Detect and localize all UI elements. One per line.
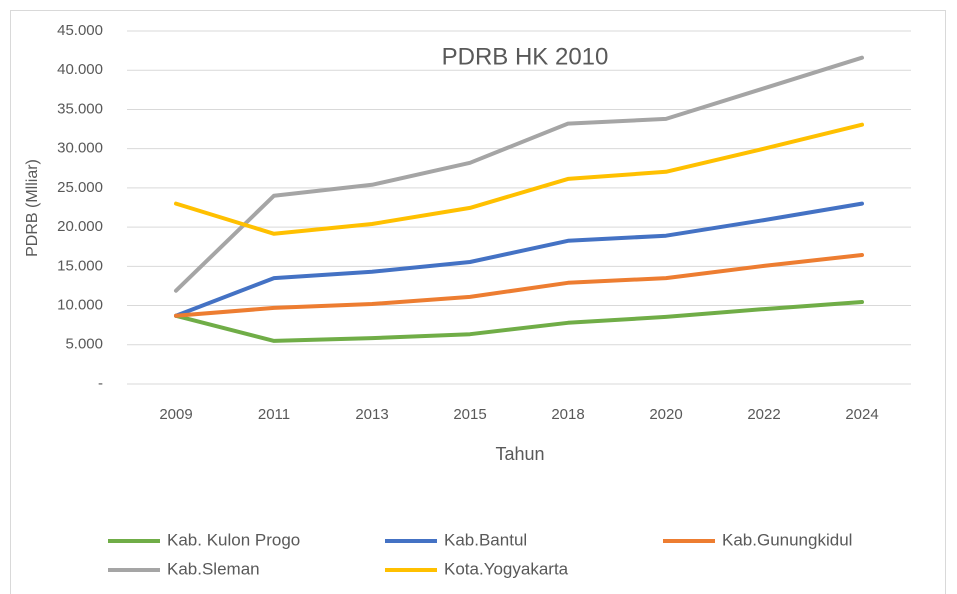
series-line: [174, 253, 864, 318]
y-axis-title: PDRB (Mlliar): [24, 159, 41, 257]
x-tick-label: 2015: [453, 406, 486, 423]
legend-label: Kab.Bantul: [444, 530, 527, 549]
y-tick-label: 15.000: [57, 257, 103, 274]
chart-title: PDRB HK 2010: [442, 43, 609, 70]
y-tick-label: 10.000: [57, 297, 103, 314]
y-tick-label: 5.000: [65, 336, 103, 353]
x-tick-label: 2024: [845, 406, 878, 423]
x-axis-title: Tahun: [495, 444, 544, 464]
legend-label: Kota.Yogyakarta: [444, 559, 569, 578]
series-line: [174, 122, 864, 236]
x-tick-label: 2020: [649, 406, 682, 423]
x-tick-label: 2011: [258, 406, 290, 423]
y-tick-label: 30.000: [57, 140, 103, 157]
y-tick-label: 45.000: [57, 22, 103, 39]
y-tick-label: -: [98, 375, 103, 392]
y-tick-label: 35.000: [57, 100, 103, 117]
x-tick-label: 2013: [355, 406, 388, 423]
legend-label: Kab. Kulon Progo: [167, 530, 300, 549]
series-line: [174, 55, 864, 293]
legend-label: Kab.Gunungkidul: [722, 530, 852, 549]
y-tick-label: 40.000: [57, 61, 103, 78]
x-tick-label: 2018: [551, 406, 584, 423]
chart-frame: [10, 10, 946, 594]
y-tick-label: 20.000: [57, 218, 103, 235]
x-tick-label: 2022: [747, 406, 780, 423]
series-line: [174, 300, 864, 343]
y-tick-label: 25.000: [57, 179, 103, 196]
x-tick-label: 2009: [159, 406, 192, 423]
legend-label: Kab.Sleman: [167, 559, 260, 578]
series-line: [174, 201, 864, 318]
